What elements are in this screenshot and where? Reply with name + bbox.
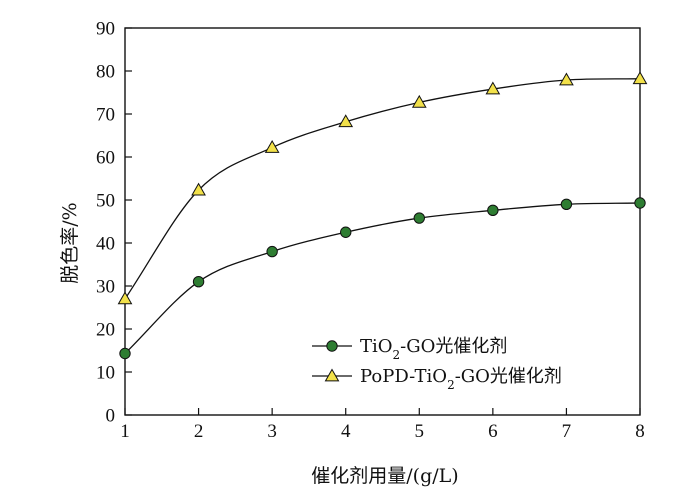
legend-marker [326,340,338,352]
data-point-triangle [117,291,133,305]
data-point-triangle [632,71,648,85]
x-tick-label: 7 [562,421,572,442]
x-tick-label: 3 [267,421,277,442]
data-point-circle [487,204,499,217]
data-point-circle [634,197,646,209]
data-point-triangle [191,182,206,196]
y-tick-label: 20 [96,320,115,341]
data-point-circle [340,226,352,238]
x-axis: 1 2 3 4 5 6 7 8 [120,408,645,442]
data-point-triangle [338,114,354,128]
y-axis-title: 脱色率/% [59,202,81,283]
series-points [117,71,648,360]
data-point-circle [119,347,131,360]
x-tick-label: 5 [415,421,425,442]
y-tick-label: 10 [96,363,115,384]
axes-frame [124,27,641,416]
series-line [124,78,641,300]
legend-label: PoPD-TiO2-GO光催化剂 [360,366,562,392]
y-tick-label: 80 [96,62,115,83]
data-point-circle [413,212,425,224]
x-tick-label: 8 [635,421,645,442]
data-point-circle [266,245,278,258]
legend-marker [324,368,340,382]
data-point-triangle [485,81,501,95]
data-point-triangle [559,72,574,86]
y-axis: 0 10 20 30 40 50 60 70 80 90 [96,19,132,427]
y-tick-label: 50 [96,191,115,212]
y-tick-label: 40 [96,234,115,255]
x-tick-label: 1 [120,421,130,442]
x-axis-title: 催化剂用量/(g/L) [311,465,458,487]
y-tick-label: 60 [96,148,115,169]
data-point-circle [192,276,205,288]
legend: TiO2-GO光催化剂 PoPD-TiO2-GO光催化剂 [312,336,562,392]
x-tick-label: 6 [488,421,498,442]
y-tick-label: 30 [96,277,115,298]
plot-frame [124,27,641,416]
x-tick-label: 2 [194,421,204,442]
data-point-circle [560,198,573,211]
y-tick-label: 90 [96,19,115,40]
data-point-triangle [264,140,280,153]
data-point-triangle [411,94,427,108]
legend-label: TiO2-GO光催化剂 [360,336,507,362]
y-tick-label: 70 [96,105,115,126]
y-tick-label: 0 [106,406,116,427]
series-curves [124,78,641,354]
x-tick-label: 4 [341,421,351,442]
